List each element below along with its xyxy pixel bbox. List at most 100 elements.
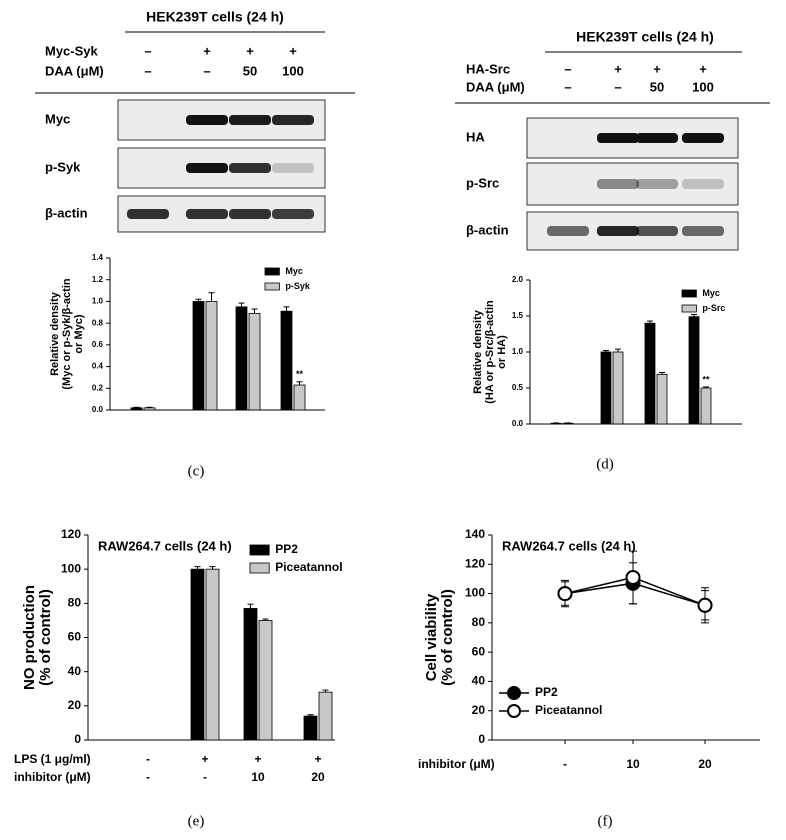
blot-box [526, 162, 739, 206]
y-tick-label: 0.5 [512, 383, 524, 392]
condition-value: + [246, 43, 254, 58]
bar [293, 384, 306, 411]
condition-value: 20 [311, 770, 325, 784]
y-axis-label: Relative density [472, 309, 484, 394]
blot-band [682, 133, 724, 143]
condition-value: 100 [692, 79, 714, 94]
condition-value: 50 [650, 79, 664, 94]
y-axis-label: (% of control) [37, 589, 54, 686]
bar [600, 351, 612, 425]
legend-label: p-Syk [285, 281, 311, 291]
chart-title: RAW264.7 cells (24 h) [98, 538, 232, 553]
condition-value: - [146, 770, 150, 784]
blot-row-label: β-actin [45, 205, 88, 220]
y-axis-label: or HA) [496, 335, 508, 369]
y-axis-label: Cell viability [423, 593, 440, 681]
legend-label: Myc [285, 266, 303, 276]
condition-value: + [254, 752, 261, 766]
bar [612, 351, 624, 425]
bar [243, 608, 258, 741]
y-tick-label: 120 [61, 527, 81, 541]
legend-label: PP2 [275, 542, 298, 556]
legend-label: p-Src [702, 303, 725, 313]
blot-header: HEK239T cells (24 h) [146, 9, 284, 25]
legend-label: Piceatannol [535, 703, 602, 717]
y-tick-label: 20 [472, 703, 486, 717]
chart-title: RAW264.7 cells (24 h) [502, 538, 636, 553]
blot-band [636, 179, 678, 189]
bar [130, 407, 143, 411]
y-tick-label: 40 [472, 674, 486, 688]
condition-label: DAA (μM) [466, 79, 525, 94]
point [625, 569, 641, 585]
y-tick-label: 20 [68, 698, 82, 712]
y-tick-label: 0 [478, 732, 485, 746]
blot-row-label: β-actin [466, 222, 509, 237]
condition-label: HA-Src [466, 61, 510, 76]
y-tick-label: 0.0 [92, 405, 104, 414]
condition-value: + [653, 61, 661, 76]
condition-value: + [314, 752, 321, 766]
blot-band [597, 226, 639, 236]
condition-value: + [699, 61, 707, 76]
blot-band [272, 209, 314, 219]
condition-value: 100 [282, 63, 304, 78]
legend-swatch [249, 544, 270, 556]
legend-label: Myc [702, 288, 720, 298]
y-axis-label: (Myc or p-Syk/β-actin [61, 278, 73, 390]
y-tick-label: 1.5 [512, 311, 524, 320]
legend-swatch [681, 304, 697, 313]
caption: (e) [188, 813, 205, 829]
condition-label: DAA (μM) [45, 63, 104, 78]
blot-band [272, 163, 314, 173]
point [697, 597, 713, 613]
x-axis-label: inhibitor (μM) [418, 757, 495, 771]
caption: (d) [596, 456, 614, 472]
blot-header: HEK239T cells (24 h) [576, 29, 714, 45]
bar [190, 568, 205, 741]
x-tick-label: 10 [626, 757, 640, 771]
y-tick-label: 120 [465, 556, 485, 570]
caption: (f) [598, 813, 613, 829]
bar [248, 312, 261, 411]
caption: (c) [188, 463, 205, 479]
y-tick-label: 1.4 [92, 253, 104, 262]
blot-row-label: p-Src [466, 175, 499, 190]
point [557, 586, 573, 602]
blot-band [186, 209, 228, 219]
blot-band [186, 115, 228, 125]
blot-band [597, 179, 639, 189]
condition-label: inhibitor (μM) [14, 770, 91, 784]
blot-band [547, 226, 589, 236]
bar [258, 620, 273, 741]
condition-value: + [203, 43, 211, 58]
bar [143, 407, 156, 411]
bar [192, 301, 205, 411]
condition-label: LPS (1 μg/ml) [14, 752, 91, 766]
blot-band [229, 209, 271, 219]
blot-band [229, 115, 271, 125]
condition-value: – [614, 79, 621, 94]
condition-value: - [146, 752, 150, 766]
condition-value: 50 [243, 63, 257, 78]
legend-label: Piceatannol [275, 560, 342, 574]
condition-label: Myc-Syk [45, 43, 99, 58]
bar [644, 322, 656, 425]
condition-value: – [564, 79, 571, 94]
legend-marker [507, 686, 521, 700]
y-tick-label: 140 [465, 527, 485, 541]
blot-band [597, 133, 639, 143]
y-tick-label: 0.8 [92, 318, 104, 327]
condition-value: – [203, 63, 210, 78]
blot-band [186, 163, 228, 173]
y-tick-label: 0.4 [92, 362, 104, 371]
y-tick-label: 0.2 [92, 383, 104, 392]
blot-row-label: HA [466, 129, 485, 144]
y-tick-label: 0.6 [92, 340, 104, 349]
y-tick-label: 0 [74, 732, 81, 746]
condition-value: – [144, 63, 151, 78]
y-tick-label: 80 [68, 596, 82, 610]
y-tick-label: 60 [68, 630, 82, 644]
blot-band [127, 209, 169, 219]
